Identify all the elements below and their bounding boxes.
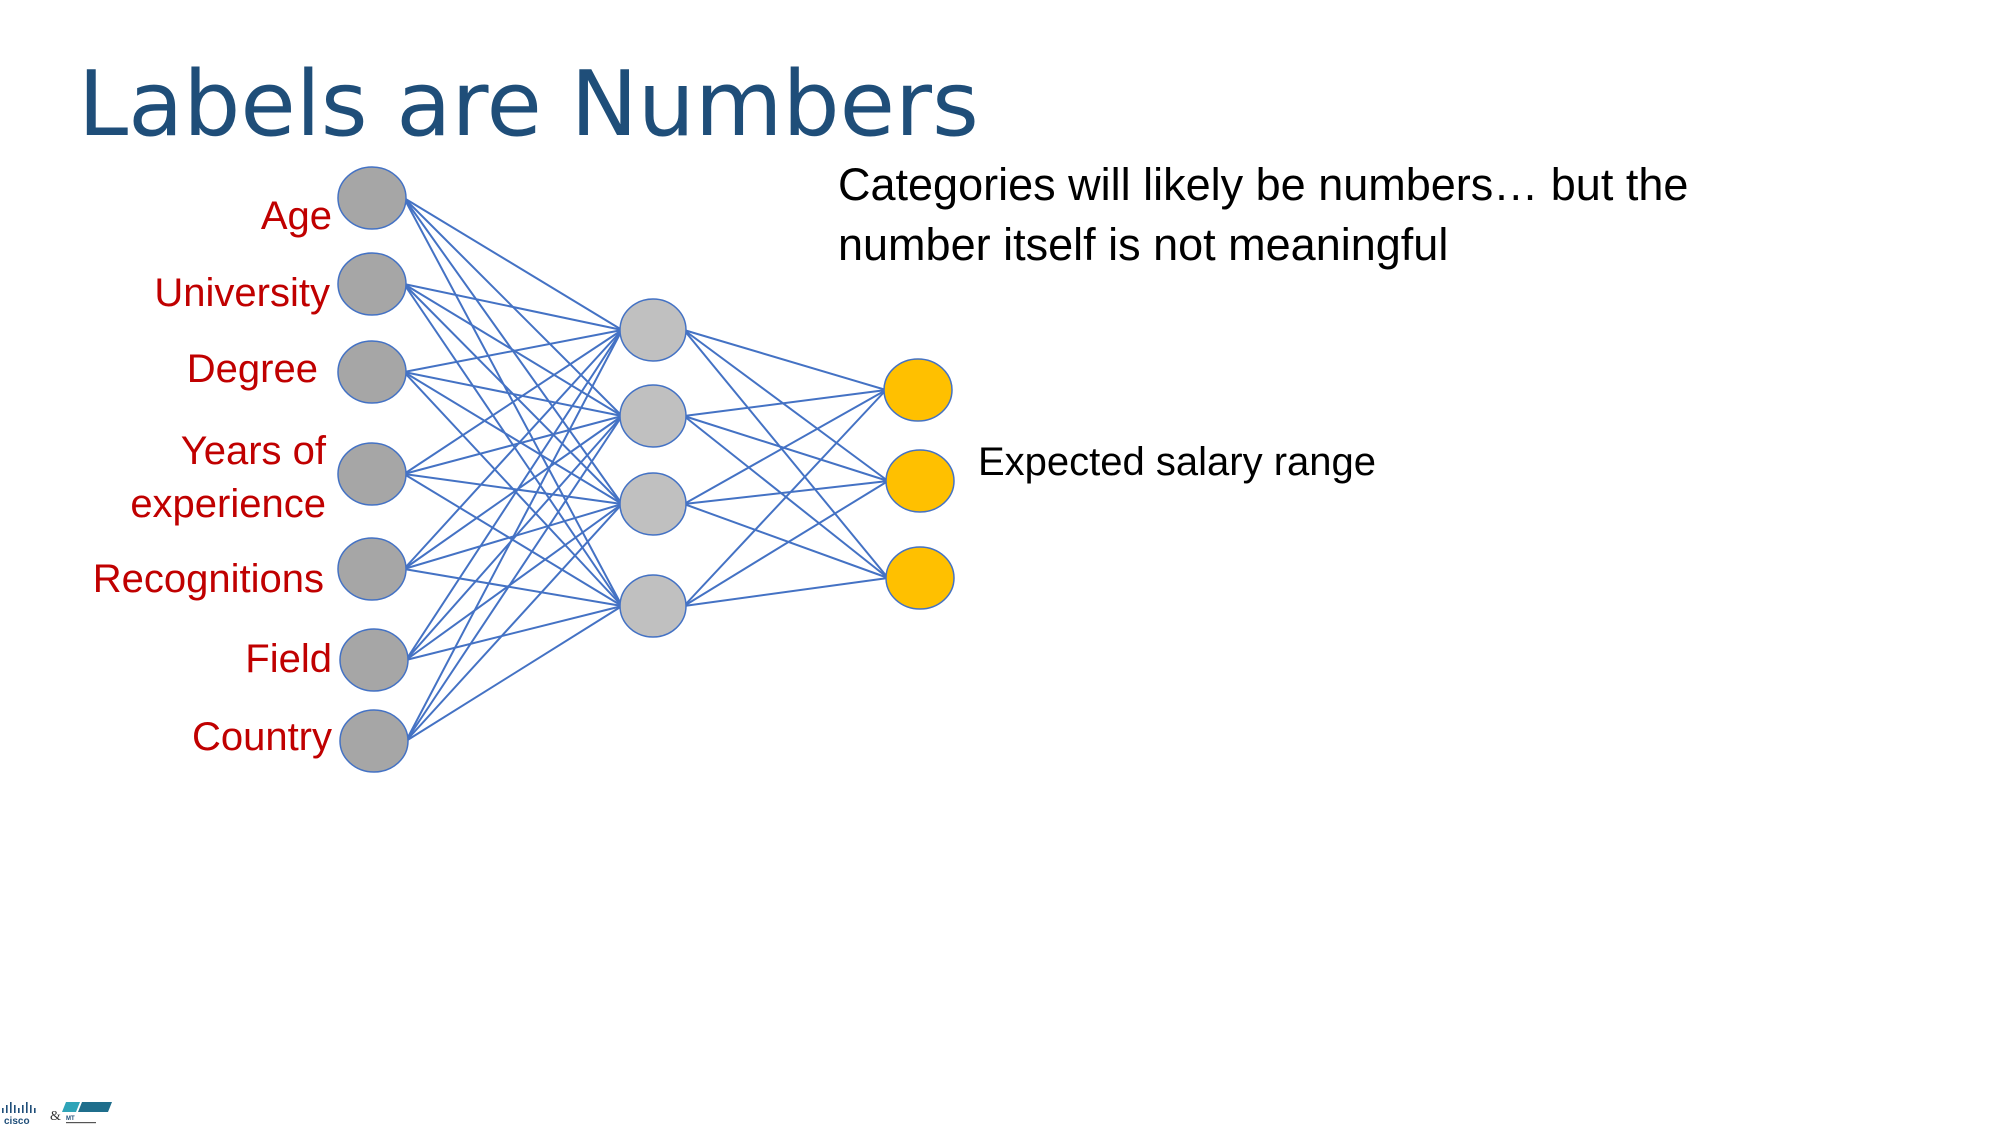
edge-l0-3-0 — [403, 329, 623, 475]
edge-l0-3-2 — [403, 473, 623, 505]
logo-ampersand: & — [50, 1109, 61, 1124]
edge-l0-1-0 — [403, 283, 623, 331]
input-label-recognitions: Recognitions — [92, 557, 324, 601]
edge-l0-4-3 — [403, 568, 623, 607]
edge-l0-5-2 — [405, 503, 623, 661]
edge-l1-2-0 — [683, 389, 887, 505]
edge-l0-5-0 — [405, 329, 623, 661]
input-node-5 — [337, 537, 407, 601]
hidden-node-4 — [619, 574, 687, 638]
input-label-field: Field — [245, 637, 332, 681]
output-node-2 — [885, 449, 955, 513]
input-label-years-of-experience: Years of experience — [130, 429, 326, 526]
edge-l0-6-0 — [405, 329, 623, 742]
input-node-6 — [339, 628, 409, 692]
input-node-1 — [337, 166, 407, 230]
slide-title: Labels are Numbers — [78, 52, 979, 157]
input-node-7 — [339, 709, 409, 773]
hidden-node-2 — [619, 384, 687, 448]
edge-l0-3-1 — [403, 415, 623, 475]
hidden-node-1 — [619, 298, 687, 362]
edge-l1-0-2 — [683, 329, 889, 579]
edge-l0-6-2 — [405, 503, 623, 742]
edge-l0-5-1 — [405, 415, 623, 661]
edge-l0-4-1 — [403, 415, 623, 570]
edge-l1-0-0 — [683, 329, 887, 391]
edge-l0-6-1 — [405, 415, 623, 742]
edge-l0-2-1 — [403, 371, 623, 417]
output-node-1 — [883, 358, 953, 422]
input-label-university: University — [154, 271, 330, 315]
edge-l0-5-3 — [405, 605, 623, 661]
network-nodes — [337, 166, 955, 773]
edge-l0-4-0 — [403, 329, 623, 570]
edge-l1-2-1 — [683, 480, 889, 505]
edge-l1-1-0 — [683, 389, 887, 417]
input-node-3 — [337, 340, 407, 404]
network-edges — [403, 197, 889, 742]
edge-l1-3-1 — [683, 480, 889, 607]
input-node-2 — [337, 252, 407, 316]
input-node-4 — [337, 442, 407, 506]
edge-l1-0-1 — [683, 329, 889, 482]
svg-text:cisco: cisco — [4, 1116, 30, 1126]
input-label-age: Age — [260, 194, 332, 238]
input-label-degree: Degree — [186, 347, 318, 391]
edge-l1-1-1 — [683, 415, 889, 482]
edge-l0-2-2 — [403, 371, 623, 505]
edge-l1-3-2 — [683, 577, 889, 607]
svg-text:MT: MT — [66, 1116, 75, 1122]
edge-l0-0-0 — [403, 197, 623, 331]
edge-l1-2-2 — [683, 503, 889, 579]
edge-l0-2-0 — [403, 329, 623, 373]
mt-logo-icon: MT — [62, 1102, 112, 1124]
hidden-node-3 — [619, 472, 687, 536]
categories-note: Categories will likely be numbers… but t… — [838, 159, 1689, 270]
cisco-logo-icon: cisco — [2, 1102, 36, 1126]
footer-logos: cisco & MT — [2, 1102, 112, 1126]
output-node-3 — [885, 546, 955, 610]
edge-l0-6-3 — [405, 605, 623, 742]
output-label: Expected salary range — [978, 440, 1377, 484]
input-label-country: Country — [191, 715, 332, 759]
edge-l1-3-0 — [683, 389, 887, 607]
